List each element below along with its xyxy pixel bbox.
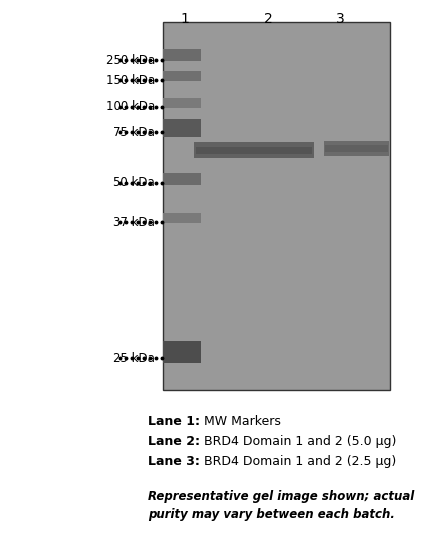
Text: 250 kDa: 250 kDa <box>106 53 155 66</box>
Bar <box>194 142 314 158</box>
Bar <box>163 173 201 185</box>
Bar <box>163 49 201 61</box>
Text: 25 kDa: 25 kDa <box>113 352 155 365</box>
Bar <box>325 145 388 152</box>
Bar <box>163 71 201 81</box>
Text: BRD4 Domain 1 and 2 (2.5 μg): BRD4 Domain 1 and 2 (2.5 μg) <box>201 455 397 468</box>
Text: Lane 2:: Lane 2: <box>148 435 200 448</box>
Bar <box>324 140 389 156</box>
Text: 100 kDa: 100 kDa <box>106 100 155 113</box>
Bar <box>163 119 201 137</box>
Text: 75 kDa: 75 kDa <box>113 125 155 138</box>
Bar <box>163 98 201 107</box>
Bar <box>163 213 201 223</box>
Text: Representative gel image shown; actual
purity may vary between each batch.: Representative gel image shown; actual p… <box>148 490 414 521</box>
Text: 37 kDa: 37 kDa <box>113 215 155 228</box>
Text: Lane 3:: Lane 3: <box>148 455 200 468</box>
Text: BRD4 Domain 1 and 2 (5.0 μg): BRD4 Domain 1 and 2 (5.0 μg) <box>201 435 397 448</box>
Text: MW Markers: MW Markers <box>201 415 282 428</box>
Bar <box>163 341 201 363</box>
Text: 3: 3 <box>335 12 344 26</box>
Text: 1: 1 <box>181 12 190 26</box>
Text: 2: 2 <box>263 12 272 26</box>
Bar <box>163 22 390 390</box>
Bar <box>196 147 312 154</box>
Text: Lane 1:: Lane 1: <box>148 415 200 428</box>
Text: 150 kDa: 150 kDa <box>106 73 155 86</box>
Text: 50 kDa: 50 kDa <box>113 177 155 190</box>
